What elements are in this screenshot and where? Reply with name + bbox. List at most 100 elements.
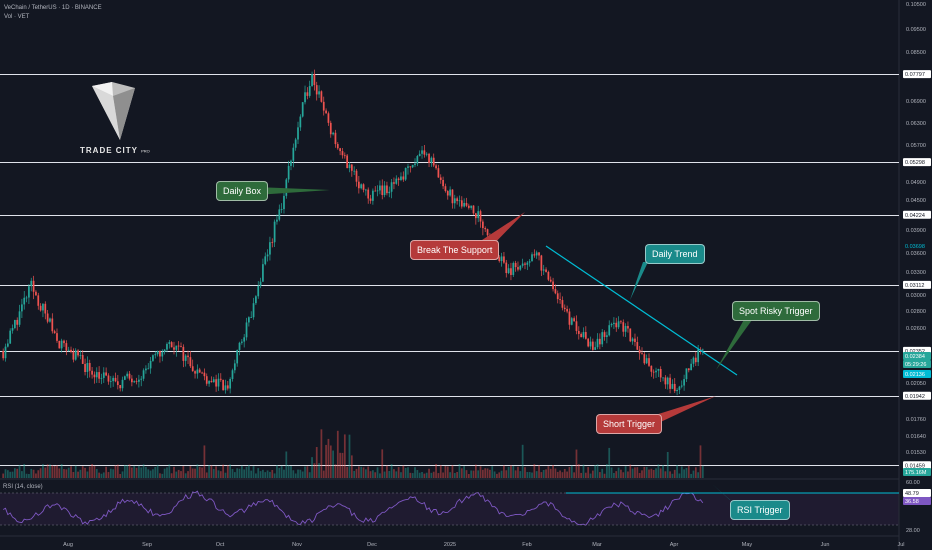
candle[interactable] [194,371,196,374]
candle[interactable] [128,373,131,379]
candle[interactable] [25,297,28,299]
candle[interactable] [93,374,96,378]
candle[interactable] [554,289,557,294]
candle[interactable] [367,189,370,199]
candle[interactable] [79,355,82,356]
candle[interactable] [152,355,154,361]
candle[interactable] [636,342,639,350]
candle[interactable] [238,342,241,350]
candle[interactable] [67,349,70,351]
candle[interactable] [236,349,239,364]
candle[interactable] [245,322,248,338]
candle[interactable] [407,166,409,168]
candle[interactable] [641,353,643,355]
candle[interactable] [77,350,79,356]
candle[interactable] [109,381,112,382]
candle[interactable] [531,254,533,262]
candle[interactable] [540,255,543,271]
candle[interactable] [70,349,72,352]
candle[interactable] [51,318,54,332]
candle[interactable] [657,368,660,371]
candle[interactable] [472,205,475,214]
candle[interactable] [526,262,529,265]
candle[interactable] [95,372,98,378]
candle[interactable] [664,377,667,385]
candle[interactable] [430,157,433,163]
candle[interactable] [474,213,477,219]
candle[interactable] [512,262,515,275]
candle[interactable] [320,91,323,102]
candle[interactable] [325,110,327,114]
candle[interactable] [98,372,100,379]
candle[interactable] [222,379,224,391]
candle[interactable] [519,265,522,270]
candle[interactable] [327,113,330,123]
candle[interactable] [276,219,278,222]
candle[interactable] [121,379,124,389]
candle[interactable] [517,267,519,270]
daily-trend-label[interactable]: Daily Trend [645,244,705,264]
candle[interactable] [563,307,566,310]
candle[interactable] [566,309,568,312]
daily-trendline[interactable] [545,245,738,376]
candle[interactable] [486,229,489,236]
candle[interactable] [149,360,152,369]
candle[interactable] [229,378,232,389]
candle[interactable] [556,293,559,300]
candle[interactable] [538,252,540,256]
candle[interactable] [248,317,250,323]
candle[interactable] [620,321,622,323]
candle[interactable] [418,153,421,157]
candle[interactable] [444,186,447,192]
candle[interactable] [365,189,367,191]
candle[interactable] [16,319,19,325]
candle[interactable] [318,91,320,95]
candle[interactable] [460,200,463,207]
candle[interactable] [187,355,189,358]
candle[interactable] [650,365,653,372]
candle[interactable] [694,357,697,363]
candle[interactable] [425,153,428,155]
candle[interactable] [339,148,341,152]
candle[interactable] [264,256,267,265]
candle[interactable] [299,116,302,128]
candle[interactable] [334,132,337,145]
candle[interactable] [613,322,615,324]
candle[interactable] [355,170,358,182]
candle[interactable] [676,389,678,392]
candle[interactable] [313,74,316,86]
candle[interactable] [451,189,454,204]
candle[interactable] [439,177,442,180]
candle[interactable] [402,176,405,180]
candle[interactable] [549,279,552,282]
candle[interactable] [283,195,285,210]
candle[interactable] [163,349,166,352]
candle[interactable] [166,343,168,350]
candle[interactable] [341,151,344,156]
candle[interactable] [177,345,180,347]
candle[interactable] [11,328,14,331]
candle[interactable] [2,351,5,359]
candle[interactable] [601,332,604,345]
candle[interactable] [463,202,466,207]
candle[interactable] [521,263,524,266]
candle[interactable] [343,155,346,157]
candle[interactable] [465,202,468,206]
candle[interactable] [360,184,363,189]
candle[interactable] [336,144,339,149]
candle[interactable] [631,338,634,342]
candle[interactable] [449,189,451,196]
candle[interactable] [306,92,309,96]
daily-box-label[interactable]: Daily Box [216,181,269,201]
candle[interactable] [383,185,386,196]
candle[interactable] [692,357,695,364]
candle[interactable] [458,200,461,202]
candle[interactable] [189,357,192,367]
candle[interactable] [21,304,23,312]
candle[interactable] [285,179,288,196]
candle[interactable] [243,337,246,342]
candle[interactable] [395,178,398,184]
candle[interactable] [589,341,592,347]
candle[interactable] [44,303,47,314]
candle[interactable] [350,164,353,171]
